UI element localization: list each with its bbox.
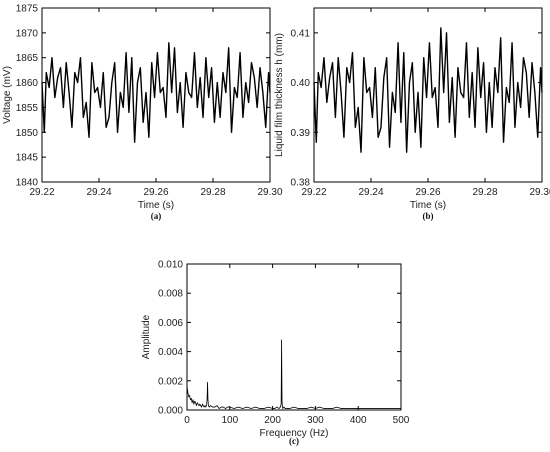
plot-frame xyxy=(186,263,402,411)
series-line xyxy=(186,339,401,409)
x-tick-label: 0 xyxy=(184,415,190,426)
x-tick-label: 400 xyxy=(350,415,367,426)
x-tick-label: 100 xyxy=(221,415,238,426)
y-tick-label: 0.010 xyxy=(158,260,183,271)
y-tick-label: 1860 xyxy=(16,78,39,89)
x-tick-label: 29.30 xyxy=(529,187,550,198)
x-tick-label: 300 xyxy=(307,415,324,426)
x-tick-label: 29.26 xyxy=(415,187,440,198)
y-axis-label: Liquid film thickness h (mm) xyxy=(274,33,285,157)
panel-caption: (c) xyxy=(289,436,299,446)
y-tick-label: 0.38 xyxy=(291,178,311,189)
x-axis-label: Time (s) xyxy=(410,200,446,211)
y-tick-label: 0.40 xyxy=(291,78,311,89)
chart-2: 29.22 29.24 29.26 29.28 29.30 0.38 0.39 0.40 0.4… xyxy=(274,7,550,221)
y-tick-label: 0.008 xyxy=(158,289,183,300)
series-line xyxy=(41,42,271,143)
x-tick-label: 29.28 xyxy=(200,187,225,198)
x-tick-label: 29.22 xyxy=(29,187,54,198)
y-tick-label: 0.004 xyxy=(158,347,183,358)
x-tick-label: 29.24 xyxy=(86,187,111,198)
x-tick-label: 29.24 xyxy=(358,187,383,198)
x-tick-label: 29.28 xyxy=(472,187,497,198)
y-tick-label: 1845 xyxy=(16,153,39,164)
chart-3: 0 100 200 300 400 500 0.000 0.002 0.004 0.006 0.00… xyxy=(141,260,410,447)
y-tick-label: 1870 xyxy=(16,28,39,39)
x-axis-label: Time (s) xyxy=(138,200,174,211)
y-axis-label: Voltage (mV) xyxy=(2,66,13,124)
x-tick-label: 29.22 xyxy=(301,187,326,198)
x-tick-label: 29.30 xyxy=(257,187,282,198)
y-tick-label: 1840 xyxy=(16,178,39,189)
y-axis-label: Amplitude xyxy=(141,314,152,359)
x-axis-label: Frequency (Hz) xyxy=(260,428,329,439)
y-tick-label: 0.41 xyxy=(291,28,311,39)
y-tick-label: 1865 xyxy=(16,53,39,64)
panel-caption: (a) xyxy=(151,211,162,221)
x-tick-label: 500 xyxy=(393,415,410,426)
y-tick-label: 1855 xyxy=(16,103,39,114)
chart-1: 29.22 29.24 29.26 29.28 29.30 1840 1845 1850 185… xyxy=(2,4,283,222)
y-tick-label: 1850 xyxy=(16,128,39,139)
x-tick-label: 200 xyxy=(264,415,281,426)
y-tick-label: 0.39 xyxy=(291,128,311,139)
y-tick-label: 0.006 xyxy=(158,318,183,329)
y-tick-label: 1875 xyxy=(16,4,39,15)
y-tick-label: 0.002 xyxy=(158,376,183,387)
panel-caption: (b) xyxy=(423,211,434,221)
y-tick-label: 0.000 xyxy=(158,406,183,417)
series-line xyxy=(313,27,543,153)
x-tick-label: 29.26 xyxy=(143,187,168,198)
